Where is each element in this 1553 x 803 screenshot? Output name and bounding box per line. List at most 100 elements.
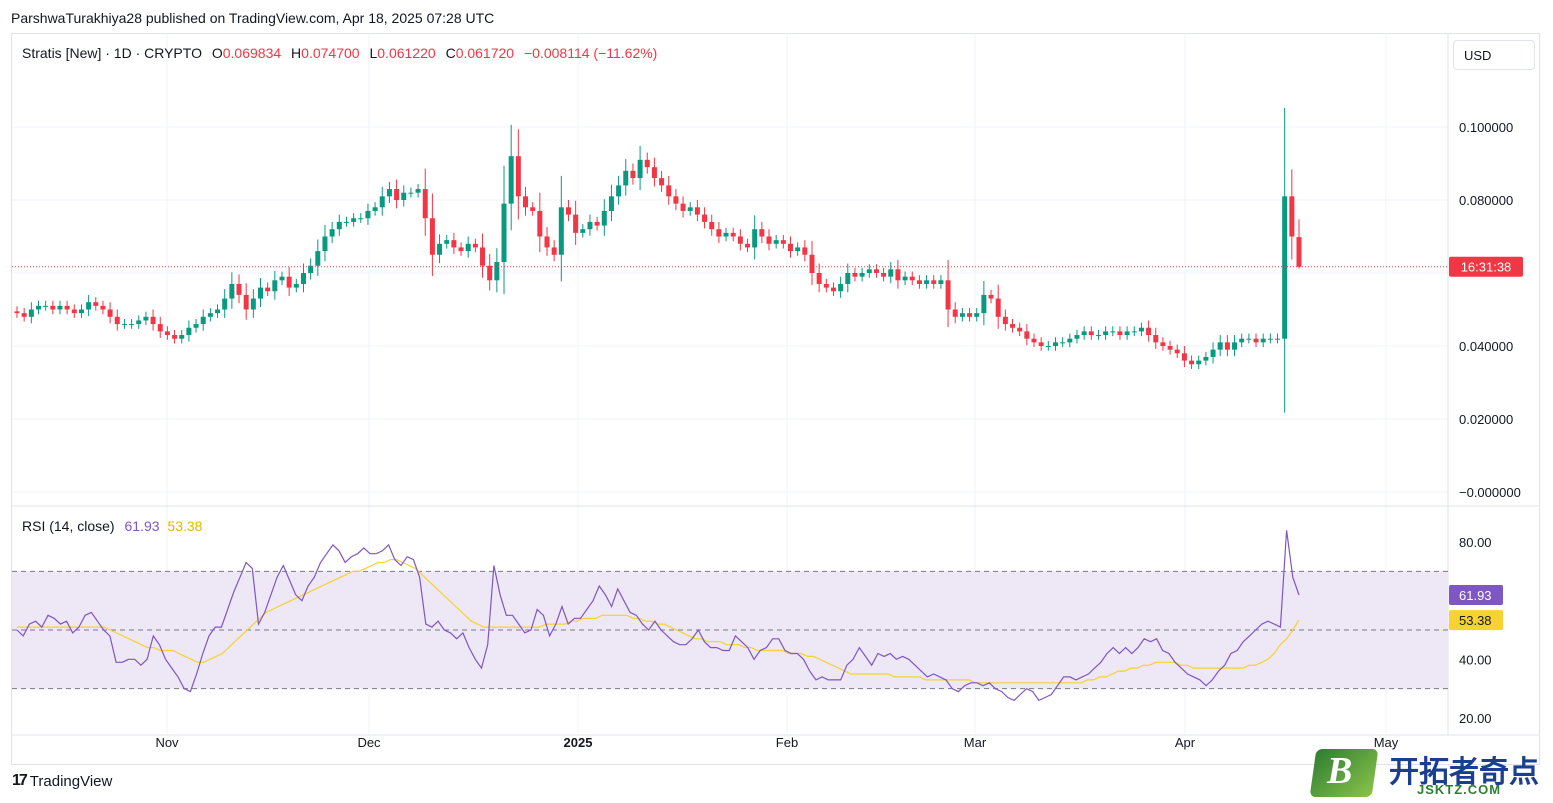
candle-body [637, 159, 643, 179]
candle-body [501, 203, 507, 263]
rsi-ma-value-label: 53.38 [1459, 613, 1492, 628]
candle-body [193, 324, 199, 328]
candle-body [759, 229, 765, 237]
candle-body [437, 243, 443, 255]
candle-body [386, 189, 392, 197]
candle-body [343, 221, 349, 223]
price-axis-label: 0.080000 [1459, 193, 1513, 208]
candle-body [515, 156, 521, 197]
candle-body [286, 276, 292, 288]
candle-body [1296, 237, 1302, 267]
candle-body [35, 305, 41, 310]
candle-body [1153, 335, 1159, 343]
candle-body [895, 269, 901, 281]
rsi-legend-value: 61.93 [124, 518, 160, 534]
candle-body [608, 196, 614, 211]
low-label: L [369, 45, 378, 61]
candle-body [795, 247, 801, 252]
rsi-band-fill [12, 571, 1448, 689]
candle-body [530, 207, 536, 211]
candle-body [279, 276, 285, 281]
tradingview-logo[interactable]: 17 TradingView [12, 772, 112, 790]
candle-body [415, 189, 421, 193]
candle-body [816, 273, 822, 284]
candle-body [745, 243, 751, 248]
candle-body [902, 276, 908, 281]
candle-body [229, 283, 235, 299]
candle-body [537, 210, 543, 237]
symbol-name: Stratis [New] · 1D · CRYPTO [22, 45, 202, 61]
candle-body [1196, 360, 1202, 365]
price-axis-label: 0.020000 [1459, 412, 1513, 427]
candle-body [852, 273, 858, 277]
candle-body [1052, 342, 1058, 346]
candle-body [508, 156, 514, 204]
candle-body [1167, 346, 1173, 350]
candle-body [974, 313, 980, 317]
candle-body [630, 170, 636, 179]
watermark-en: JSKTZ.COM [1417, 782, 1502, 797]
candle-body [1232, 342, 1238, 350]
candle-body [121, 324, 127, 326]
candle-body [422, 189, 428, 219]
candle-body [351, 218, 357, 222]
open-label: O [211, 45, 223, 61]
candle-body [959, 313, 965, 317]
candle-body [336, 221, 342, 230]
high-value: 0.074700 [301, 45, 360, 61]
candle-body [651, 167, 657, 179]
candle-body [780, 240, 786, 244]
candle-body [1239, 338, 1245, 343]
candle-body [1074, 335, 1080, 339]
candle-body [673, 196, 679, 204]
candle-body [838, 283, 844, 292]
published-note: ParshwaTurakhiya28 published on TradingV… [11, 10, 495, 26]
candle-body [623, 170, 629, 186]
candle-body [594, 221, 600, 226]
candle-body [129, 324, 135, 326]
candle-body [1017, 327, 1023, 332]
countdown-label: 16:31:38 [1461, 260, 1512, 275]
candle-body [50, 305, 56, 310]
candle-body [859, 273, 865, 277]
price-axis-label: 0.040000 [1459, 339, 1513, 354]
rsi-value-badge [1449, 585, 1503, 606]
axes: 0.100000 0.080000 0.040000 0.020000 −0.00000… [155, 120, 1523, 750]
candle-body [93, 302, 99, 306]
candle-body [558, 207, 564, 255]
candle-body [272, 280, 278, 292]
candle-body [358, 218, 364, 220]
candle-body [644, 159, 650, 168]
open-value: 0.069834 [222, 45, 282, 61]
candle-body [179, 335, 185, 339]
currency-button[interactable]: USD [1453, 40, 1535, 70]
close-label: C [445, 45, 456, 61]
time-axis-label: Mar [964, 735, 987, 750]
candle-body [1289, 196, 1295, 237]
candle-body [580, 229, 586, 233]
candle-body [945, 280, 951, 310]
candle-body [702, 214, 708, 222]
candle-body [408, 192, 414, 194]
candle-body [164, 331, 170, 336]
candles [12, 108, 1448, 413]
candle-body [1124, 331, 1130, 336]
candle-body [1267, 338, 1273, 340]
candle-body [265, 287, 271, 292]
time-axis-label: 2025 [564, 735, 593, 750]
candle-body [1067, 338, 1073, 343]
candle-body [909, 276, 915, 281]
candle-body [1138, 327, 1144, 332]
candle-body [64, 305, 70, 310]
candle-body [250, 298, 256, 310]
candle-body [494, 262, 500, 281]
candle-body [429, 218, 435, 255]
candle-body [143, 316, 149, 321]
candle-body [995, 298, 1001, 317]
candle-body [866, 269, 872, 273]
candle-body [565, 207, 571, 215]
candle-body [1131, 331, 1137, 333]
candle-body [709, 221, 715, 230]
candle-body [322, 236, 328, 252]
